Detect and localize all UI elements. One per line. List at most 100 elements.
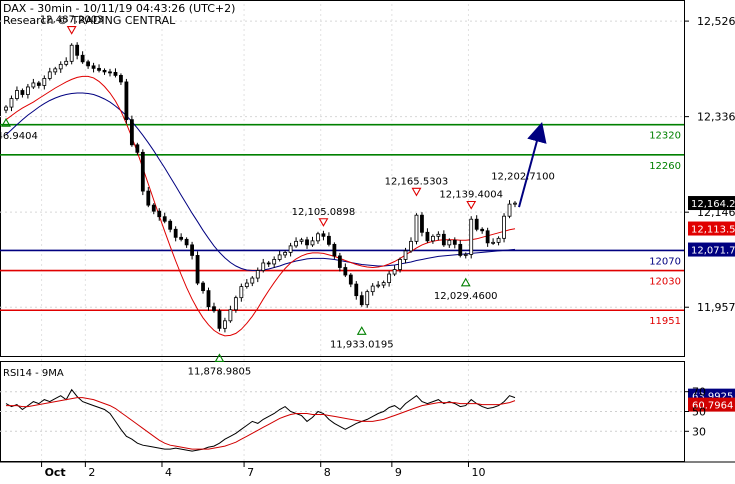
candle-body — [381, 282, 386, 286]
candle — [47, 67, 52, 81]
candle — [469, 216, 474, 259]
candle — [140, 149, 145, 196]
candle — [272, 256, 277, 268]
candle-body — [436, 233, 441, 237]
candle-body — [392, 269, 397, 275]
candle — [441, 230, 446, 247]
candle — [113, 68, 118, 78]
swing-low-label: 12,346.9404 — [0, 131, 38, 142]
ma-slow-line — [5, 92, 516, 271]
candle — [20, 88, 25, 98]
candle-body — [113, 71, 118, 76]
candle — [108, 68, 112, 77]
candle — [299, 237, 304, 245]
candle — [233, 295, 238, 313]
candle-body — [58, 63, 63, 70]
candle-body — [277, 254, 282, 260]
swing-high-marker — [411, 187, 422, 197]
level-label-12030: 12030 — [649, 277, 681, 288]
candle-body — [201, 282, 205, 292]
candle — [255, 267, 260, 283]
candle — [425, 228, 430, 243]
candle — [365, 289, 370, 308]
swing-low-marker — [356, 326, 367, 335]
candle-body — [474, 218, 479, 230]
candle — [327, 232, 331, 247]
candle — [15, 86, 19, 101]
candle — [420, 212, 424, 237]
candle-body — [387, 273, 392, 283]
candle-body — [42, 78, 47, 86]
candle-body — [151, 204, 156, 212]
rsi-badge-bg — [688, 397, 735, 412]
candle — [288, 242, 293, 257]
candle-body — [480, 228, 485, 232]
candle-body — [53, 68, 58, 73]
candle — [42, 75, 47, 90]
candle — [9, 95, 14, 112]
candle — [25, 83, 30, 99]
candle-body — [173, 228, 178, 238]
candle-body — [228, 309, 233, 322]
candle-body — [348, 274, 353, 285]
swing-low-marker — [1, 118, 11, 127]
candle — [387, 271, 392, 287]
candle-body — [447, 239, 452, 246]
candle-body — [184, 238, 189, 246]
candle — [124, 78, 129, 124]
candle-body — [20, 90, 25, 95]
candle-body — [69, 44, 74, 62]
candle-body — [485, 230, 490, 244]
time-tick-label: 4 — [165, 466, 172, 479]
candle-body — [36, 82, 41, 86]
candle-body — [458, 243, 463, 256]
swing-high-marker — [318, 218, 329, 227]
swing-labels: 12,346.9404 12,487.2003 11,878.9805 12,105.… — [0, 15, 555, 378]
price-badge-bg — [688, 196, 735, 211]
rsi-ma-line — [6, 397, 516, 450]
candle-body — [261, 262, 266, 271]
levels-layer: 12320 12260 12070 12030 11951 — [0, 123, 684, 327]
price-badge-label: 12,164.2 — [691, 199, 735, 210]
target-label: 12,202.7100 — [491, 172, 555, 183]
level-label-12320: 12320 — [649, 131, 681, 142]
chart-subtitle: Research © TRADING CENTRAL — [3, 14, 176, 27]
swing-high-label: 12,139.4004 — [439, 190, 503, 201]
rsi-badge-label: 60.7964 — [692, 401, 733, 412]
candle — [75, 42, 80, 60]
candle-body — [15, 90, 19, 99]
candle — [359, 291, 364, 307]
candle-body — [168, 220, 173, 230]
candle — [31, 78, 36, 89]
candle — [201, 281, 205, 294]
axis-labels: 12,526 12,336 12,146 11,957 Oct 2 4 7 8 9 10 70 50 30 — [41, 15, 735, 479]
candle-body — [212, 306, 216, 312]
candle — [97, 64, 101, 73]
candle-body — [223, 320, 227, 329]
candle — [135, 142, 140, 156]
swing-low-label: 11,933.0195 — [330, 339, 394, 350]
time-tick-label: 10 — [471, 466, 485, 479]
candle — [53, 66, 58, 75]
candle — [195, 251, 200, 286]
candle-body — [102, 69, 107, 73]
candle-body — [25, 86, 30, 95]
swing-low-label: 11,878.9805 — [188, 366, 252, 377]
rsi-line — [5, 388, 516, 452]
time-tick-label: 9 — [395, 466, 402, 479]
candle-body — [441, 233, 446, 246]
candle-body — [244, 282, 249, 288]
candle-body — [491, 241, 496, 244]
candles — [4, 42, 517, 333]
candle — [294, 237, 298, 248]
candle-body — [403, 250, 408, 260]
candle — [228, 305, 233, 323]
candle-body — [146, 190, 151, 206]
candle-body — [266, 262, 271, 265]
moving-averages — [5, 75, 516, 337]
candle-body — [409, 240, 413, 252]
candle — [184, 237, 189, 248]
candle — [244, 279, 249, 289]
